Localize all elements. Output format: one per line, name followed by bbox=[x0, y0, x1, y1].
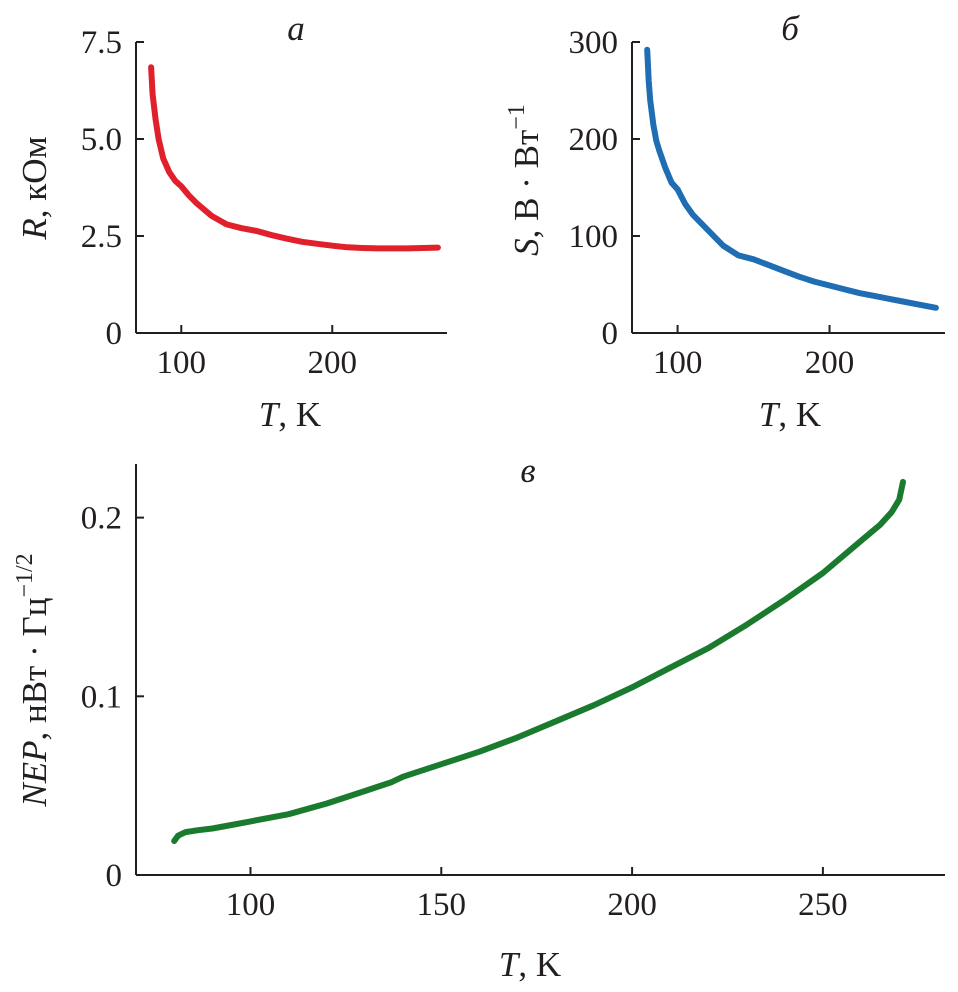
panel-a-ylabel: R, кОм bbox=[15, 136, 54, 240]
panel-a-xlabel-var: T bbox=[259, 395, 281, 434]
panel-c-tick-labels: 100 150 200 250 0 0.1 0.2 bbox=[81, 501, 848, 923]
panel-c-x-tick-label: 250 bbox=[798, 887, 848, 923]
panel-c-letter: в bbox=[520, 451, 535, 490]
panel-c-ylabel: NEP, нВт · Гц−1/2 bbox=[12, 553, 54, 807]
panel-a-letter: а bbox=[287, 9, 305, 48]
panel-a-y-tick-label: 0 bbox=[106, 316, 123, 352]
panel-c-ylabel-sup: −1/2 bbox=[12, 553, 38, 597]
panel-a-x-tick-label: 100 bbox=[157, 345, 207, 381]
panel-c-y-tick-label: 0.1 bbox=[81, 679, 122, 715]
panel-b-series-line bbox=[644, 46, 939, 311]
panel-c-xlabel-var: T bbox=[499, 945, 521, 984]
panel-c-y-tick-label: 0 bbox=[106, 858, 123, 894]
panel-b-y-tick-label: 100 bbox=[569, 219, 619, 255]
panel-b-ticks bbox=[632, 41, 831, 334]
panel-b-ylabel-unit: , В · Вт bbox=[507, 130, 546, 239]
panel-b-x-tick-label: 100 bbox=[653, 345, 703, 381]
panel-b-letter: б bbox=[781, 9, 800, 48]
panel-a-ticks bbox=[136, 41, 334, 334]
panel-b-xlabel: T, K bbox=[759, 395, 821, 434]
panel-c-y-tick-label: 0.2 bbox=[81, 501, 122, 537]
panel-b-tick-labels: 100 200 0 100 200 300 bbox=[569, 25, 855, 381]
panel-c-ticks bbox=[136, 516, 824, 876]
panel-a-ylabel-unit: , кОм bbox=[15, 136, 54, 218]
panel-a-axes bbox=[135, 42, 447, 334]
panel-b-ylabel-var: S bbox=[507, 238, 546, 256]
panel-c-axes bbox=[135, 464, 945, 876]
panel-a-x-tick-label: 200 bbox=[308, 345, 358, 381]
panel-b-xlabel-var: T bbox=[759, 395, 781, 434]
panel-b-ylabel-sup: −1 bbox=[504, 104, 530, 130]
panel-c-ylabel-var: NEP bbox=[15, 741, 54, 808]
panel-a: 100 200 0 2.5 5.0 7.5 а T, K R, кОм bbox=[15, 9, 447, 434]
panel-b-x-tick-label: 200 bbox=[805, 345, 855, 381]
panel-b: 100 200 0 100 200 300 б T, K S, В · Вт−1 bbox=[504, 9, 945, 434]
panel-c-x-tick-label: 100 bbox=[226, 887, 276, 923]
panel-c-xlabel: T, K bbox=[499, 945, 561, 984]
panel-a-y-tick-label: 5.0 bbox=[81, 122, 122, 158]
panel-a-y-tick-label: 2.5 bbox=[81, 219, 122, 255]
panel-b-axes bbox=[631, 42, 945, 334]
panel-c-series-line bbox=[171, 478, 906, 844]
panel-c: 100 150 200 250 0 0.1 0.2 в T, K NEP, нВт · Гц… bbox=[12, 451, 945, 984]
panel-a-y-tick-label: 7.5 bbox=[81, 25, 122, 61]
panel-a-xlabel-unit: , K bbox=[278, 395, 321, 434]
panel-b-y-tick-label: 300 bbox=[569, 25, 619, 61]
panel-a-series-line bbox=[148, 64, 441, 252]
panel-b-ylabel: S, В · Вт−1 bbox=[504, 104, 546, 256]
panel-b-y-tick-label: 200 bbox=[569, 122, 619, 158]
panel-a-tick-labels: 100 200 0 2.5 5.0 7.5 bbox=[81, 25, 357, 381]
panel-a-ylabel-var: R bbox=[15, 218, 54, 240]
panel-c-ylabel-unit: , нВт · Гц bbox=[15, 598, 54, 741]
panel-b-y-tick-label: 0 bbox=[602, 316, 619, 352]
panel-c-x-tick-label: 150 bbox=[417, 887, 467, 923]
panel-b-xlabel-unit: , K bbox=[778, 395, 821, 434]
panel-a-xlabel: T, K bbox=[259, 395, 321, 434]
panel-c-x-tick-label: 200 bbox=[607, 887, 657, 923]
panel-c-xlabel-unit: , K bbox=[518, 945, 561, 984]
